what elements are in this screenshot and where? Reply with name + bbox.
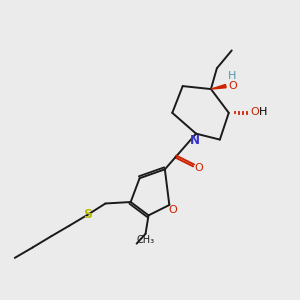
Text: O: O (250, 107, 259, 117)
Text: H: H (259, 107, 267, 117)
Polygon shape (211, 85, 226, 89)
Text: CH₃: CH₃ (136, 236, 154, 245)
Text: H: H (228, 71, 236, 81)
Text: O: O (194, 163, 203, 173)
Text: O: O (228, 80, 237, 91)
Text: N: N (190, 134, 200, 147)
Text: O: O (169, 205, 177, 215)
Text: S: S (83, 208, 92, 221)
